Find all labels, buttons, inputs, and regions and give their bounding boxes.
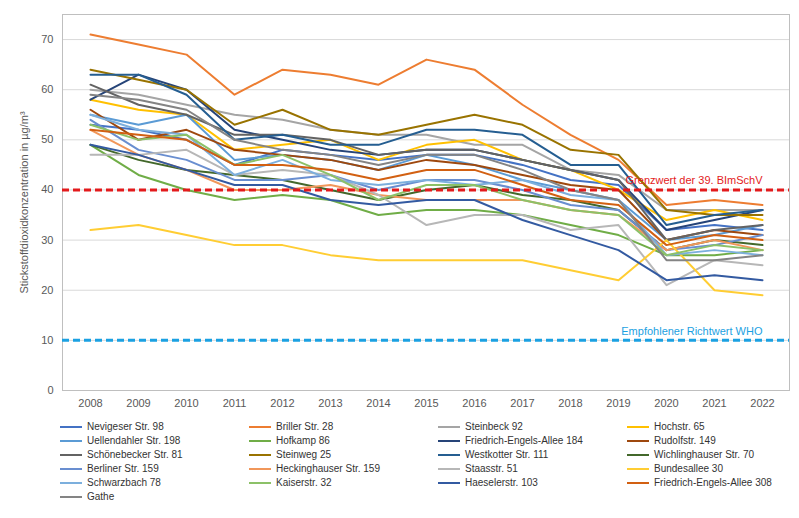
- html-text:Wichlinghauser Str. 70: Wichlinghauser Str. 70: [654, 449, 755, 460]
- svg-text:2017: 2017: [510, 397, 534, 409]
- html-text:Heckinghauser Str. 159: Heckinghauser Str. 159: [276, 463, 380, 474]
- svg-text:0: 0: [47, 384, 53, 396]
- svg-text:2021: 2021: [702, 397, 726, 409]
- svg-text:2022: 2022: [750, 397, 774, 409]
- html-text:Hofkamp 86: Hofkamp 86: [276, 435, 330, 446]
- html-text:Rudolfstr. 149: Rudolfstr. 149: [654, 435, 716, 446]
- html-text:Staasstr. 51: Staasstr. 51: [465, 463, 518, 474]
- svg-text:2020: 2020: [654, 397, 678, 409]
- svg-text:20: 20: [41, 284, 53, 296]
- html-text:Kaiserstr. 32: Kaiserstr. 32: [276, 477, 332, 488]
- svg-text:Stickstoffdioxidkonzentration: Stickstoffdioxidkonzentration in µg/m³: [18, 111, 30, 294]
- svg-text:2014: 2014: [366, 397, 390, 409]
- svg-text:2013: 2013: [318, 397, 342, 409]
- svg-text:60: 60: [41, 83, 53, 95]
- html-text:Steinbeck 92: Steinbeck 92: [465, 421, 523, 432]
- svg-text:30: 30: [41, 234, 53, 246]
- html-text:Bundesallee 30: Bundesallee 30: [654, 463, 723, 474]
- html-text:Berliner Str. 159: Berliner Str. 159: [87, 463, 159, 474]
- html-text:Nevigeser Str. 98: Nevigeser Str. 98: [87, 421, 164, 432]
- html-text:Hochstr. 65: Hochstr. 65: [654, 421, 705, 432]
- svg-text:2016: 2016: [462, 397, 486, 409]
- html-text:Friedrich-Engels-Allee 308: Friedrich-Engels-Allee 308: [654, 477, 772, 488]
- svg-text:2018: 2018: [558, 397, 582, 409]
- svg-text:10: 10: [41, 334, 53, 346]
- svg-text:2012: 2012: [270, 397, 294, 409]
- html-text:Friedrich-Engels-Allee 184: Friedrich-Engels-Allee 184: [465, 435, 583, 446]
- svg-text:50: 50: [41, 133, 53, 145]
- html-text:Briller Str. 28: Briller Str. 28: [276, 421, 334, 432]
- html-text:Haeselerstr. 103: Haeselerstr. 103: [465, 477, 538, 488]
- svg-text:Grenzwert der 39. BImSchV: Grenzwert der 39. BImSchV: [626, 174, 764, 186]
- svg-text:2015: 2015: [414, 397, 438, 409]
- svg-text:2010: 2010: [174, 397, 198, 409]
- svg-text:Empfohlener Richtwert WHO: Empfohlener Richtwert WHO: [621, 325, 763, 337]
- svg-text:2009: 2009: [126, 397, 150, 409]
- svg-text:40: 40: [41, 183, 53, 195]
- svg-text:2011: 2011: [223, 397, 247, 409]
- svg-text:2008: 2008: [78, 397, 102, 409]
- html-text:Gathe: Gathe: [87, 491, 115, 502]
- html-text:Steinweg 25: Steinweg 25: [276, 449, 331, 460]
- svg-text:70: 70: [41, 33, 53, 45]
- html-text:Schwarzbach 78: Schwarzbach 78: [87, 477, 161, 488]
- html-text:Uellendahler Str. 198: Uellendahler Str. 198: [87, 435, 181, 446]
- svg-text:2019: 2019: [606, 397, 630, 409]
- html-text:Schönebecker Str. 81: Schönebecker Str. 81: [87, 449, 183, 460]
- html-text:Westkotter Str. 111: Westkotter Str. 111: [465, 449, 549, 460]
